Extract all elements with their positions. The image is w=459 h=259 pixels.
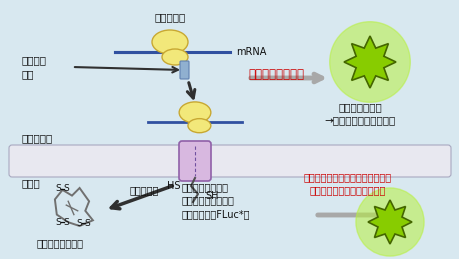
Polygon shape bbox=[386, 80, 399, 92]
Text: システイン: システイン bbox=[129, 185, 159, 195]
Ellipse shape bbox=[179, 102, 210, 123]
Polygon shape bbox=[364, 237, 375, 248]
FancyBboxPatch shape bbox=[179, 141, 211, 181]
Polygon shape bbox=[339, 80, 352, 92]
Ellipse shape bbox=[151, 30, 188, 54]
Text: 小胞体に送り込ま
れてくるレポーター
タンパク質（FLuc*）: 小胞体に送り込ま れてくるレポーター タンパク質（FLuc*） bbox=[182, 182, 250, 219]
Polygon shape bbox=[364, 196, 375, 207]
Polygon shape bbox=[404, 237, 415, 248]
Ellipse shape bbox=[162, 49, 188, 65]
Text: S: S bbox=[56, 218, 62, 227]
Polygon shape bbox=[343, 36, 395, 88]
Text: ジスルフィド結合形成能力の低下
（もしくは還元力供給過多）: ジスルフィド結合形成能力の低下 （もしくは還元力供給過多） bbox=[303, 172, 391, 196]
Circle shape bbox=[329, 22, 409, 102]
Text: S: S bbox=[77, 219, 82, 228]
Text: シグナル
配列: シグナル 配列 bbox=[22, 55, 47, 79]
Text: mRNA: mRNA bbox=[235, 47, 266, 57]
FancyBboxPatch shape bbox=[179, 61, 189, 79]
Circle shape bbox=[355, 188, 423, 256]
Text: HS: HS bbox=[167, 181, 180, 191]
Text: S: S bbox=[84, 219, 90, 228]
Text: 正しい折り畳み
→高ルシフェラーゼ活性: 正しい折り畳み →高ルシフェラーゼ活性 bbox=[324, 102, 395, 125]
Text: S: S bbox=[63, 218, 69, 227]
Text: 局在化能力の低下: 局在化能力の低下 bbox=[247, 68, 303, 81]
FancyBboxPatch shape bbox=[9, 145, 450, 177]
Text: S: S bbox=[63, 184, 69, 193]
Text: S: S bbox=[56, 184, 62, 193]
Polygon shape bbox=[367, 200, 411, 244]
Text: SH: SH bbox=[205, 191, 218, 201]
Text: サイトゾル: サイトゾル bbox=[22, 133, 53, 143]
Polygon shape bbox=[404, 196, 415, 207]
Polygon shape bbox=[386, 32, 399, 45]
Text: ジスルフィド結合: ジスルフィド結合 bbox=[36, 238, 84, 248]
Text: リボソーム: リボソーム bbox=[154, 12, 185, 22]
Ellipse shape bbox=[188, 119, 210, 133]
Text: 小胞体: 小胞体 bbox=[22, 178, 41, 188]
Polygon shape bbox=[339, 32, 352, 45]
